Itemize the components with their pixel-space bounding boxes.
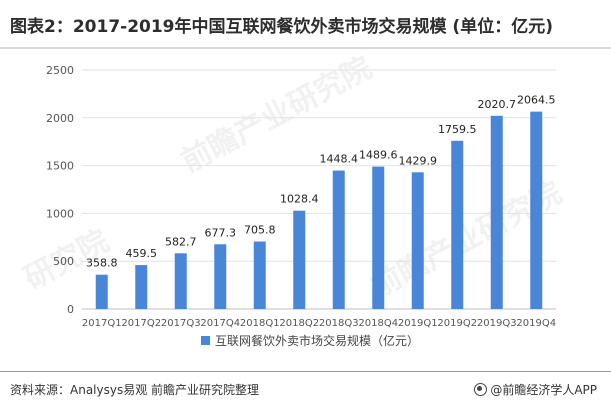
data-label: 1759.5 bbox=[438, 123, 477, 136]
x-tick-label: 2018Q2 bbox=[279, 318, 319, 329]
y-tick-label: 500 bbox=[53, 255, 74, 268]
bar bbox=[530, 111, 543, 309]
x-tick-label: 2018Q4 bbox=[358, 318, 398, 329]
bar bbox=[135, 265, 148, 309]
y-tick-label: 2000 bbox=[46, 112, 74, 125]
footer-divider bbox=[0, 371, 611, 372]
x-tick-label: 2019Q4 bbox=[516, 318, 556, 329]
x-tick-label: 2019Q1 bbox=[398, 318, 438, 329]
data-label: 358.8 bbox=[86, 257, 118, 270]
data-label: 459.5 bbox=[126, 247, 158, 260]
x-tick-label: 2017Q3 bbox=[161, 318, 201, 329]
bar bbox=[490, 115, 503, 310]
y-tick-label: 1000 bbox=[46, 207, 74, 220]
x-tick-label: 2017Q2 bbox=[121, 318, 161, 329]
bar bbox=[372, 166, 385, 309]
data-label: 2020.7 bbox=[478, 98, 517, 111]
bar bbox=[451, 140, 464, 309]
data-label: 1429.9 bbox=[399, 154, 438, 167]
brand-logo-icon bbox=[474, 383, 488, 396]
data-label: 705.8 bbox=[244, 224, 276, 237]
x-tick-label: 2017Q4 bbox=[200, 318, 240, 329]
x-tick-label: 2019Q2 bbox=[437, 318, 477, 329]
bar bbox=[293, 210, 306, 309]
bar bbox=[253, 241, 266, 309]
data-label: 677.3 bbox=[205, 226, 237, 239]
x-tick-label: 2017Q1 bbox=[82, 318, 122, 329]
x-tick-label: 2019Q3 bbox=[477, 318, 517, 329]
data-label: 582.7 bbox=[165, 235, 197, 248]
y-tick-label: 0 bbox=[67, 303, 74, 316]
brand-credit: @前瞻经济学人APP bbox=[474, 381, 597, 398]
bar-chart: 0 500 1000 1500 2000 2500 358.8 459.5 582.7 677.… bbox=[46, 64, 556, 348]
y-tick-label: 2500 bbox=[46, 64, 74, 77]
legend-swatch bbox=[201, 336, 210, 345]
legend-label: 互联网餐饮外卖市场交易规模（亿元） bbox=[215, 333, 419, 348]
x-tick-label: 2018Q1 bbox=[240, 318, 280, 329]
data-label: 1489.6 bbox=[359, 149, 398, 162]
brand-label: @前瞻经济学人APP bbox=[490, 383, 597, 397]
source-note: 资料来源：Analysys易观 前瞻产业研究院整理 bbox=[10, 383, 260, 397]
x-tick-label: 2018Q3 bbox=[319, 318, 359, 329]
data-label: 1448.4 bbox=[320, 153, 359, 166]
bar bbox=[332, 170, 345, 309]
bar bbox=[411, 172, 424, 309]
chart-title: 图表2：2017-2019年中国互联网餐饮外卖市场交易规模 (单位：亿元) bbox=[10, 17, 553, 37]
header-divider bbox=[0, 47, 611, 49]
bar bbox=[214, 244, 227, 309]
bar bbox=[174, 253, 187, 309]
y-tick-label: 1500 bbox=[46, 160, 74, 173]
bar bbox=[95, 274, 108, 309]
data-label: 2064.5 bbox=[517, 94, 556, 107]
data-label: 1028.4 bbox=[280, 193, 319, 206]
